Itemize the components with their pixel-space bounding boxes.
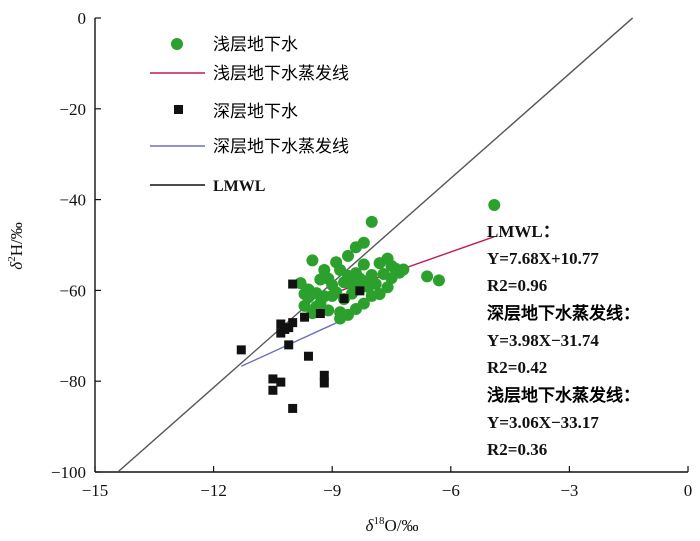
legend-label-deep: 深层地下水 [213,102,298,122]
deep-groundwater-point [276,328,286,338]
deep-groundwater-point [276,377,286,387]
deep-groundwater-point [268,385,278,395]
legend-label-shallow: 浅层地下水 [213,35,298,55]
annotation-deep-equation: Y=3.98X−31.74 [487,331,599,350]
x-tick-label: −3 [560,481,578,500]
annotation-shallow-r2: R2=0.36 [487,440,547,459]
deep-groundwater-point [355,286,365,296]
legend: 浅层地下水 浅层地下水蒸发线 深层地下水 深层地下水蒸发线 LMWL [150,35,349,195]
deep-groundwater-point [284,323,294,333]
shallow-groundwater-point [353,272,366,285]
data-points [236,199,501,413]
deep-groundwater-point [288,279,298,289]
annotation-shallow-equation: Y=3.06X−33.17 [487,413,599,432]
shallow-groundwater-point [385,272,398,285]
deep-groundwater-point [284,340,294,350]
x-tick-label: −12 [200,481,227,500]
annotation-shallow-title: 浅层地下水蒸发线： [487,385,640,406]
y-tick-label: 0 [78,9,87,28]
shallow-groundwater-point [349,241,362,254]
shallow-groundwater-point [365,215,378,228]
deep-groundwater-point [319,370,329,380]
legend-label-deep-line: 深层地下水蒸发线 [213,137,349,157]
deep-groundwater-point [303,351,313,361]
shallow-groundwater-point [298,299,311,312]
legend-marker-deep [174,105,183,114]
deep-groundwater-point [288,318,298,328]
deep-groundwater-point [276,319,286,329]
y-axis-label: δ2H/‰ [6,222,26,269]
y-tick-label: −40 [59,191,86,210]
x-axis-label: δ18O/‰ [366,515,419,535]
y-tick-label: −80 [59,372,86,391]
axis-ticks: −15 −12 −9 −6 −3 0 0 −20 −40 −60 −80 −100 [51,9,692,500]
shallow-groundwater-point [322,304,335,317]
shallow-groundwater-point [306,307,319,320]
shallow-groundwater-point [306,254,319,267]
annotation-deep-title: 深层地下水蒸发线： [487,303,640,324]
y-tick-label: −20 [59,100,86,119]
shallow-groundwater-point [294,277,307,290]
x-tick-label: −15 [82,481,109,500]
shallow-groundwater-point [338,276,351,289]
y-tick-label: −60 [59,281,86,300]
x-tick-label: 0 [684,481,693,500]
shallow-groundwater-point [381,281,394,294]
deep-groundwater-point [315,309,325,319]
annotation-lmwl-title: LMWL： [487,222,560,241]
shallow-groundwater-point [330,286,343,299]
annotation-lmwl-r2: R2=0.96 [487,276,547,295]
x-tick-label: −9 [323,481,341,500]
deep-groundwater-point [288,403,298,413]
shallow-groundwater-point [432,274,445,287]
annotation-lmwl-equation: Y=7.68X+10.77 [487,249,599,268]
shallow-groundwater-point [357,258,370,271]
legend-marker-shallow [171,38,183,50]
annotation-deep-r2: R2=0.42 [487,358,547,377]
shallow-groundwater-point [342,249,355,262]
shallow-groundwater-point [298,288,311,301]
deep-groundwater-point [319,378,329,388]
lmwl-line [117,17,634,473]
deep-groundwater-point [236,345,246,355]
equation-annotations: LMWL： Y=7.68X+10.77 R2=0.96 深层地下水蒸发线： Y=… [487,222,640,459]
shallow-groundwater-point [397,263,410,276]
shallow-groundwater-point [488,199,501,212]
y-tick-label: −100 [51,463,86,482]
deep-groundwater-point [339,294,349,304]
legend-label-shallow-line: 浅层地下水蒸发线 [213,64,349,84]
shallow-groundwater-point [373,288,386,301]
legend-label-lmwl: LMWL [213,178,265,195]
deep-groundwater-point [268,374,278,384]
x-tick-label: −6 [442,481,460,500]
deep-groundwater-point [300,312,310,322]
shallow-groundwater-point [357,297,370,310]
shallow-groundwater-point [334,312,347,325]
shallow-groundwater-point [421,270,434,283]
